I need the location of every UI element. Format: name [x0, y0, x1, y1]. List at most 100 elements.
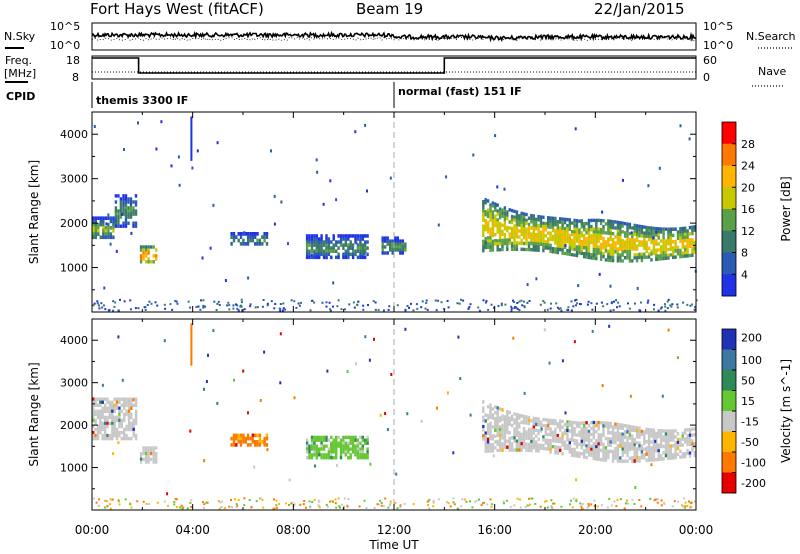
heatmap-cell-p1-r4 — [638, 459, 641, 463]
heatmap-cell-p1-r0 — [92, 412, 95, 417]
scatter-point-p0 — [329, 179, 332, 183]
heatmap-cell-p1-r3 — [315, 447, 318, 451]
heatmap-cell-p0-r6 — [520, 223, 523, 228]
heatmap-cell-p1-r4 — [498, 419, 502, 423]
scatter-point-p0 — [155, 147, 158, 151]
heatmap-cell-p0-r6 — [513, 224, 516, 228]
heatmap-cell-p1-r4 — [508, 439, 511, 444]
speckle-p1 — [490, 505, 493, 508]
heatmap-cell-p1-r0 — [94, 397, 97, 401]
heatmap-cell-p0-r6 — [486, 239, 490, 243]
speckle-p0 — [103, 304, 105, 307]
heatmap-cell-p1-r4 — [604, 452, 608, 456]
heatmap-cell-p1-r4 — [537, 420, 540, 424]
heatmap-cell-p0-r6 — [522, 221, 526, 225]
heatmap-cell-p0-r6 — [657, 236, 660, 240]
heatmap-cell-p1-r4 — [590, 432, 593, 437]
speckle-p0 — [682, 301, 685, 304]
heatmap-cell-p0-r6 — [628, 241, 632, 245]
heatmap-cell-p1-r3 — [325, 444, 328, 448]
heatmap-cell-p1-r0 — [108, 412, 112, 417]
heatmap-cell-p0-r2 — [144, 251, 148, 255]
heatmap-cell-p0-r6 — [616, 259, 620, 263]
heatmap-cell-p0-r6 — [491, 210, 495, 214]
speckle-p1 — [217, 500, 220, 502]
heatmap-cell-p0-r4 — [337, 246, 340, 250]
speckle-p1 — [456, 507, 459, 510]
heatmap-cell-p1-r0 — [103, 406, 107, 410]
speckle-p0 — [613, 300, 615, 303]
heatmap-cell-p0-r6 — [602, 240, 605, 244]
heatmap-cell-p1-r4 — [587, 444, 591, 448]
heatmap-cell-p0-r6 — [590, 253, 593, 257]
heatmap-cell-p0-r6 — [662, 254, 665, 258]
speckle-p0 — [176, 302, 179, 305]
heatmap-cell-p1-r2 — [263, 440, 266, 444]
heatmap-cell-p1-r0 — [103, 415, 107, 420]
colorbar-tick-label-p1-6: -100 — [741, 456, 766, 469]
heatmap-cell-p0-r6 — [621, 221, 624, 225]
heatmap-cell-p0-r6 — [597, 245, 600, 249]
speckle-p1 — [203, 507, 206, 509]
heatmap-cell-p1-r4 — [578, 424, 581, 429]
heatmap-cell-p1-r0 — [120, 424, 123, 429]
heatmap-cell-p1-r0 — [123, 406, 126, 410]
scatter-point-p0 — [496, 185, 499, 189]
heatmap-cell-p0-r6 — [535, 245, 538, 249]
heatmap-cell-p0-r6 — [498, 236, 502, 240]
y-tick-label-p0-1: 2000 — [60, 217, 88, 230]
speckle-p1 — [129, 503, 132, 506]
heatmap-cell-p0-r6 — [684, 238, 687, 243]
heatmap-cell-p1-r4 — [650, 452, 653, 456]
heatmap-cell-p1-r4 — [657, 431, 660, 436]
heatmap-cell-p0-r4 — [361, 249, 364, 253]
heatmap-cell-p0-r6 — [611, 255, 615, 260]
heatmap-cell-p1-r3 — [308, 453, 311, 457]
heatmap-cell-p1-r0 — [134, 397, 138, 401]
heatmap-cell-p0-r6 — [597, 233, 600, 237]
heatmap-cell-p0-r6 — [571, 232, 574, 237]
heatmap-cell-p1-r4 — [554, 451, 557, 455]
heatmap-cell-p0-r6 — [482, 230, 485, 235]
heatmap-cell-p1-r1 — [149, 457, 153, 461]
speckle-p1 — [684, 505, 687, 507]
heatmap-cell-p0-r6 — [655, 233, 658, 237]
heatmap-cell-p1-r4 — [664, 435, 668, 439]
heatmap-cell-p1-r0 — [123, 403, 126, 407]
speckle-p0 — [387, 308, 390, 311]
heatmap-cell-p0-r6 — [595, 227, 598, 231]
speckle-p0 — [352, 301, 355, 304]
heatmap-cell-p1-r3 — [325, 438, 328, 442]
heatmap-cell-p1-r4 — [655, 431, 658, 435]
heatmap-cell-p0-r4 — [320, 243, 323, 247]
heatmap-cell-p1-r4 — [561, 452, 564, 456]
heatmap-cell-p1-r3 — [310, 444, 314, 448]
heatmap-cell-p0-r6 — [578, 219, 581, 223]
heatmap-cell-p0-r6 — [501, 211, 504, 215]
heatmap-cell-p1-r0 — [118, 421, 121, 426]
heatmap-cell-p0-r1 — [127, 197, 130, 201]
heatmap-cell-p1-r0 — [103, 427, 107, 432]
heatmap-cell-p1-r4 — [563, 431, 567, 436]
heatmap-cell-p1-r0 — [113, 424, 116, 429]
noise-right-tick-bottom: 10^0 — [703, 39, 733, 52]
heatmap-cell-p0-r4 — [356, 246, 360, 250]
speckle-p0 — [516, 307, 519, 310]
speckle-p1 — [587, 504, 590, 507]
heatmap-cell-p1-r4 — [686, 436, 689, 441]
heatmap-cell-p1-r4 — [585, 450, 588, 454]
heatmap-cell-p1-r3 — [305, 447, 309, 451]
speckle-p0 — [440, 301, 443, 304]
heatmap-cell-p1-r0 — [103, 409, 107, 413]
heatmap-cell-p1-r4 — [522, 414, 526, 419]
heatmap-cell-p1-r4 — [657, 457, 660, 462]
heatmap-cell-p1-r4 — [674, 455, 677, 460]
speckle-p1 — [273, 507, 276, 510]
heatmap-cell-p0-r6 — [496, 242, 499, 246]
speckle-p0 — [510, 305, 513, 308]
speckle-p0 — [669, 304, 672, 307]
heatmap-cell-p0-r4 — [366, 240, 369, 244]
heatmap-cell-p0-r5 — [381, 245, 384, 249]
heatmap-cell-p1-r4 — [583, 427, 586, 431]
heatmap-cell-p0-r6 — [501, 232, 504, 237]
